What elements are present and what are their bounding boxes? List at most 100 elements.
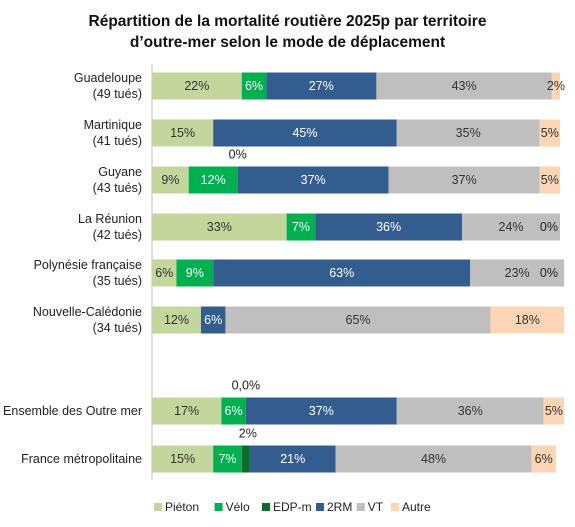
legend-label: Vélo	[226, 500, 250, 514]
category-label: Polynésie française	[34, 258, 142, 272]
category-sublabel: (43 tués)	[93, 181, 142, 195]
data-label: 24%	[499, 220, 524, 234]
data-label: 21%	[280, 452, 305, 466]
bar-segment-autre	[543, 397, 565, 425]
bar-segment-pi-ton	[152, 445, 214, 473]
bar-segment-edp-m	[241, 445, 250, 473]
data-label: 6%	[155, 266, 173, 280]
bar-segment-2rm	[213, 259, 471, 287]
data-label: 43%	[452, 79, 477, 93]
bar-segment-v-lo	[213, 445, 242, 473]
bar-segment-pi-ton	[152, 259, 177, 287]
bar-segment-pi-ton	[152, 166, 189, 194]
bar-segment-v-lo	[241, 72, 267, 100]
data-label: 63%	[329, 266, 354, 280]
bar-segment-v-lo	[176, 259, 214, 287]
data-label: 7%	[292, 220, 310, 234]
data-label: 48%	[421, 452, 446, 466]
data-label: 6%	[535, 452, 553, 466]
data-label: 45%	[292, 126, 317, 140]
legend-swatch	[154, 503, 162, 511]
bar-segment-autre	[539, 119, 560, 147]
data-label: 15%	[170, 126, 195, 140]
legend-swatch	[356, 503, 365, 511]
data-label: 0%	[540, 266, 558, 280]
data-label: 27%	[309, 79, 334, 93]
bar-segment-2rm	[315, 213, 463, 241]
data-label: 9%	[161, 173, 179, 187]
category-label: Ensemble des Outre mer	[3, 404, 142, 418]
data-label: 22%	[184, 79, 209, 93]
data-label: 5%	[541, 126, 559, 140]
legend-swatch	[316, 503, 324, 511]
data-label: 9%	[186, 266, 204, 280]
category-label: Guadeloupe	[74, 71, 142, 85]
category-sublabel: (42 tués)	[93, 228, 142, 242]
bar-segment-v-lo	[221, 397, 246, 425]
data-label: 36%	[376, 220, 401, 234]
bar-segment-2rm	[213, 119, 397, 147]
chart-title: Répartition de la mortalité routière 202…	[0, 11, 575, 53]
category-sublabel: (49 tués)	[93, 87, 142, 101]
legend-label: VT	[368, 500, 384, 514]
bar-segment-autre	[531, 445, 556, 473]
bar-segment-2rm	[249, 445, 336, 473]
legend-label: Piéton	[165, 500, 199, 514]
bar-segment-autre	[539, 166, 560, 194]
data-label: 5%	[545, 404, 563, 418]
bar-segment-pi-ton	[152, 397, 222, 425]
data-label: 12%	[164, 313, 189, 327]
bar-segment-pi-ton	[152, 306, 201, 334]
bar-segment-vt	[462, 213, 560, 241]
data-label: 23%	[505, 266, 530, 280]
bar-segment-vt	[396, 119, 540, 147]
data-label: 6%	[245, 79, 263, 93]
data-label: 2%	[547, 79, 565, 93]
category-label: La Réunion	[78, 212, 142, 226]
chart-title-line-1: Répartition de la mortalité routière 202…	[88, 13, 487, 30]
bar-segment-pi-ton	[152, 119, 214, 147]
bar-segment-vt	[376, 72, 552, 100]
data-label: 15%	[170, 452, 195, 466]
data-label: 6%	[225, 404, 243, 418]
category-sublabel: (35 tués)	[93, 274, 142, 288]
category-label: France métropolitaine	[21, 452, 142, 466]
data-label: 6%	[204, 313, 222, 327]
data-label: 35%	[456, 126, 481, 140]
bar-segment-2rm	[200, 306, 226, 334]
bar-segment-vt	[388, 166, 540, 194]
category-label: Guyane	[98, 165, 142, 179]
bar-segment-vt	[335, 445, 532, 473]
legend-swatch	[391, 503, 399, 511]
data-label: 0,0%	[232, 379, 261, 393]
data-label: 37%	[309, 404, 334, 418]
legend-label: EDP-m	[273, 500, 312, 514]
legend-label: 2RM	[327, 500, 352, 514]
data-label: 5%	[541, 173, 559, 187]
bar-segment-v-lo	[286, 213, 316, 241]
category-sublabel: (41 tués)	[93, 134, 142, 148]
legend-swatch	[214, 503, 223, 511]
legend-label: Autre	[402, 500, 431, 514]
bar-segment-autre	[551, 72, 560, 100]
data-label: 0%	[540, 220, 558, 234]
data-label: 12%	[201, 173, 226, 187]
bar-segment-2rm	[245, 397, 397, 425]
data-label: 37%	[301, 173, 326, 187]
bar-segment-pi-ton	[152, 72, 242, 100]
data-label: 7%	[218, 452, 236, 466]
data-label: 2%	[239, 427, 257, 441]
data-label: 33%	[207, 220, 232, 234]
data-label: 18%	[515, 313, 540, 327]
category-sublabel: (34 tués)	[93, 321, 142, 335]
data-label: 65%	[346, 313, 371, 327]
bar-segment-2rm	[266, 72, 377, 100]
data-label: 36%	[458, 404, 483, 418]
bar-segment-v-lo	[188, 166, 238, 194]
category-label: Martinique	[84, 118, 142, 132]
bar-segment-pi-ton	[152, 213, 287, 241]
bar-segment-2rm	[237, 166, 389, 194]
chart-title-line-2: d’outre-mer selon le mode de déplacement	[129, 34, 446, 51]
bar-segment-vt	[225, 306, 491, 334]
